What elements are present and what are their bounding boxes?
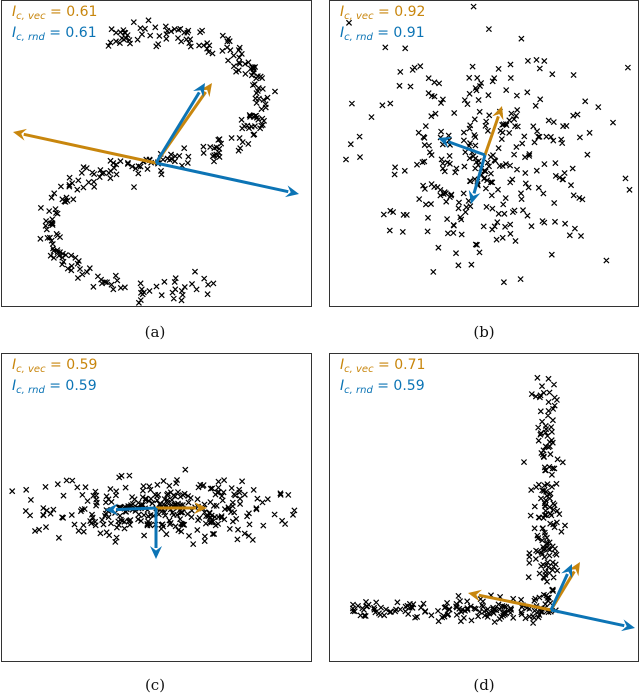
arrowhead-icon [199,83,212,98]
direction-arrow [154,91,201,164]
scatter-canvas [9,466,298,559]
arrowhead-icon [561,564,573,579]
direction-arrow [155,161,289,194]
scatter-points [9,466,298,548]
label-ic-vec: Ic, vec = 0.92 [340,4,426,22]
arrowhead-icon [13,128,27,141]
scatter-points [349,374,569,627]
scatter-canvas [13,17,299,306]
direction-arrow [472,154,487,194]
direction-arrow [550,608,625,628]
arrowhead-icon [621,619,635,632]
caption-c: (c) [144,676,166,694]
direction-arrow [483,115,500,156]
arrowhead-icon [193,83,205,98]
arrowhead-icon [492,106,504,121]
label-ic-rnd: Ic, rnd = 0.61 [12,25,97,43]
panel-b-labels: Ic, vec = 0.92 Ic, rnd = 0.91 [340,4,425,46]
scatter-points [342,3,633,286]
caption-d: (d) [473,676,495,694]
arrowhead-icon [468,589,482,602]
panel-c-plot: Ic, vec = 0.59 Ic, rnd = 0.59 [1,353,312,662]
direction-arrow [115,506,157,512]
arrowhead-icon [150,546,162,559]
direction-arrow [447,140,486,157]
label-ic-vec: Ic, vec = 0.59 [12,357,98,375]
panel-b-plot: Ic, vec = 0.92 Ic, rnd = 0.91 [329,0,639,307]
panel-c-labels: Ic, vec = 0.59 Ic, rnd = 0.59 [12,357,97,399]
label-ic-vec: Ic, vec = 0.61 [12,4,98,22]
scatter-canvas [342,3,633,286]
label-ic-vec: Ic, vec = 0.71 [340,357,426,375]
label-ic-rnd: Ic, rnd = 0.59 [12,378,97,396]
label-ic-rnd: Ic, rnd = 0.91 [340,25,425,43]
arrowhead-icon [468,189,481,204]
caption-b: (b) [473,323,495,341]
arrowhead-icon [438,136,453,149]
arrowhead-icon [194,502,207,514]
panel-d-plot: Ic, vec = 0.71 Ic, rnd = 0.59 [329,353,639,662]
panel-a-labels: Ic, vec = 0.61 Ic, rnd = 0.61 [12,4,97,46]
panel-d-labels: Ic, vec = 0.71 Ic, rnd = 0.59 [340,357,425,399]
scatter-points [37,17,279,306]
arrowhead-icon [105,503,119,516]
scatter-canvas [349,374,635,632]
arrowhead-icon [285,185,299,198]
caption-a: (a) [144,323,166,341]
arrowhead-icon [568,562,580,577]
panel-a-plot: Ic, vec = 0.61 Ic, rnd = 0.61 [1,0,312,307]
direction-arrow [549,573,569,611]
direction-arrow [478,593,552,612]
label-ic-rnd: Ic, rnd = 0.59 [340,378,425,396]
direction-arrow [23,132,157,165]
